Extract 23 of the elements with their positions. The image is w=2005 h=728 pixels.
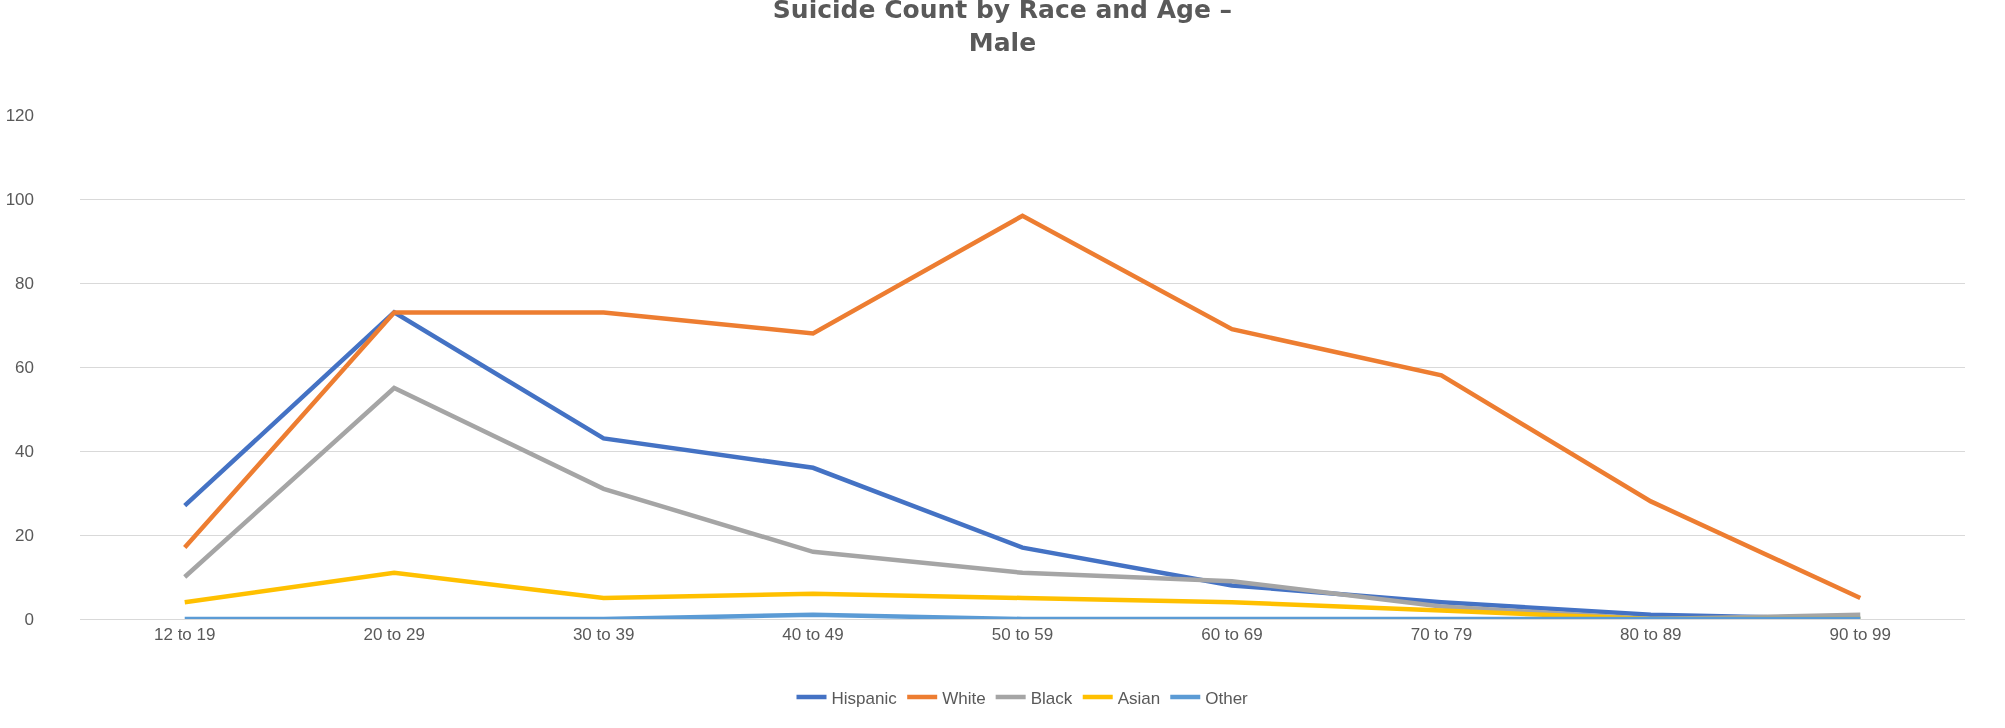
y-tick-label: 0: [24, 609, 34, 629]
legend-label: Asian: [1117, 688, 1161, 708]
y-tick-label: 100: [5, 189, 34, 209]
x-tick-label: 12 to 19: [153, 625, 216, 645]
x-tick-label: 90 to 99: [1829, 625, 1892, 645]
legend-label: Black: [1030, 688, 1073, 708]
y-tick-label: 20: [15, 525, 34, 545]
y-tick-label: 40: [15, 441, 34, 461]
x-tick-label: 50 to 59: [991, 625, 1054, 645]
x-tick-label: 80 to 89: [1620, 625, 1682, 645]
x-tick-label: 20 to 29: [363, 625, 425, 645]
legend-label: Other: [1205, 688, 1249, 708]
legend-label: Hispanic: [831, 688, 898, 708]
y-tick-label: 80: [15, 273, 34, 293]
x-tick-label: 70 to 79: [1410, 625, 1473, 645]
x-tick-label: 60 to 69: [1201, 625, 1263, 645]
x-tick-label: 30 to 39: [572, 625, 635, 645]
y-tick-label: 120: [5, 105, 34, 125]
y-tick-label: 60: [15, 357, 34, 377]
line-series: [182, 213, 1863, 601]
chart-title: Suicide Count by Race and Age – Male: [772, 0, 1233, 57]
x-tick-label: 40 to 49: [782, 625, 844, 645]
legend-label: White: [942, 688, 986, 708]
